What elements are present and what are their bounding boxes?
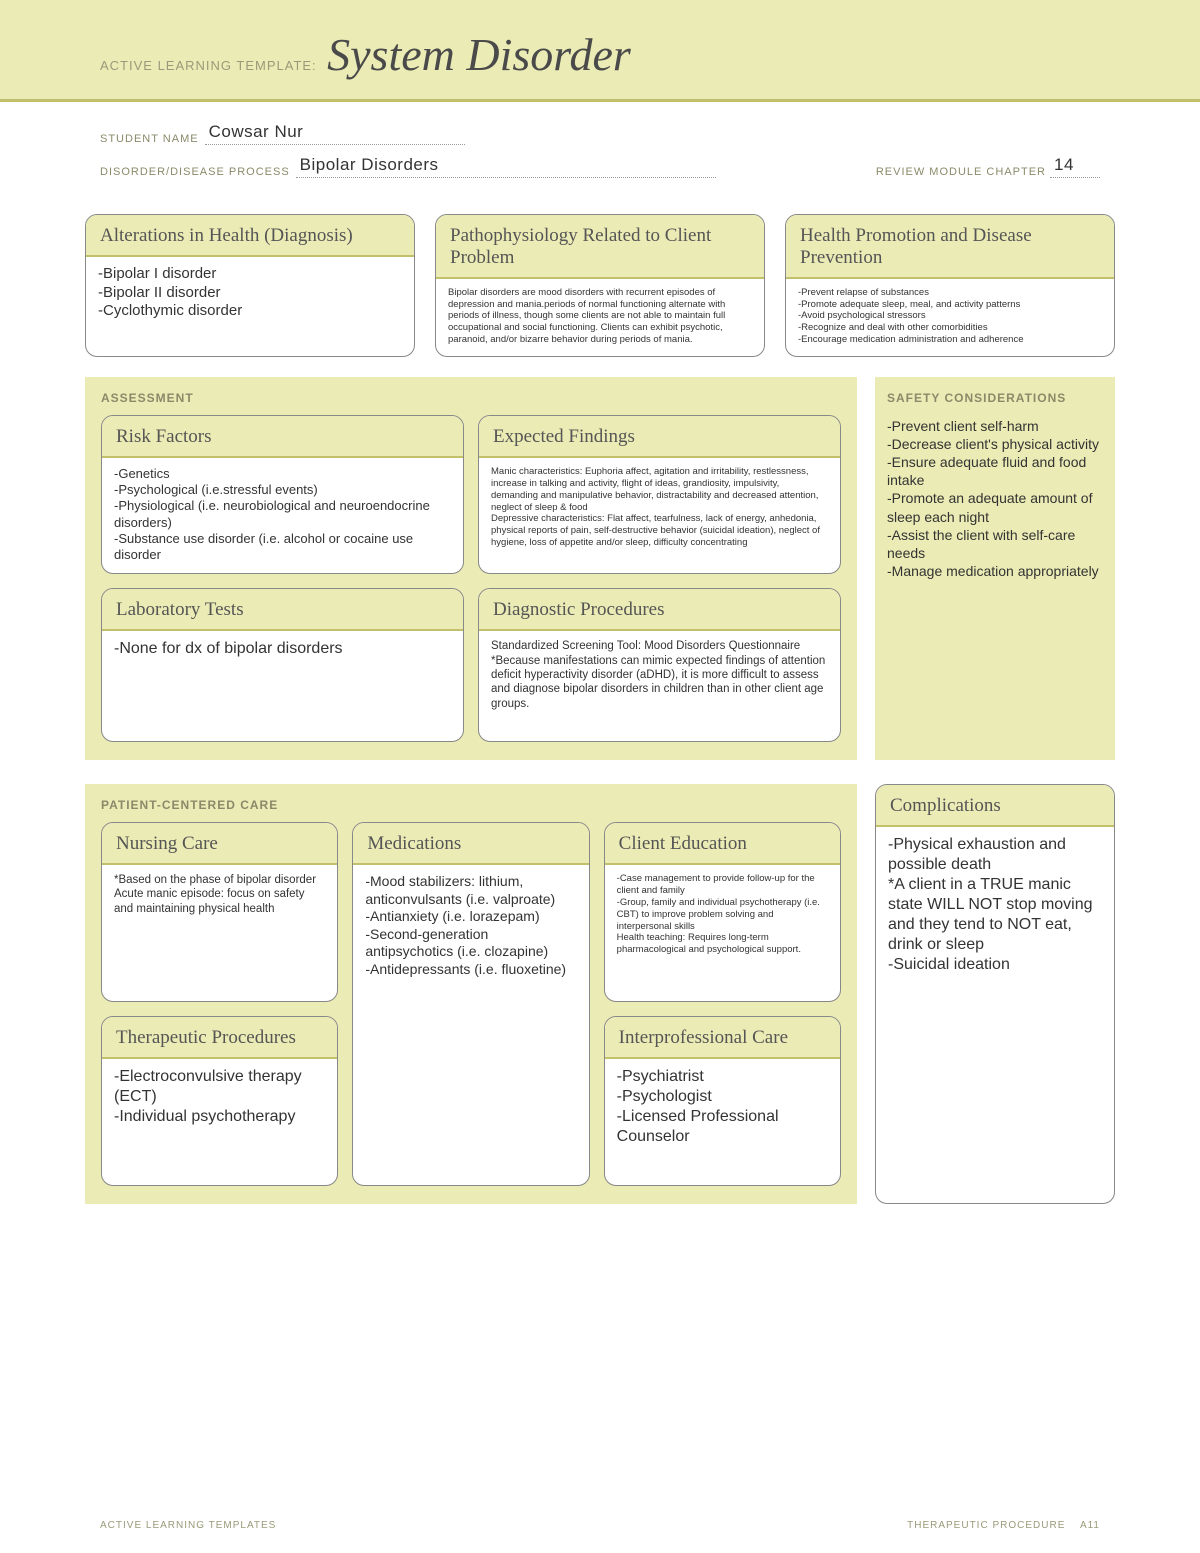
student-label: STUDENT NAME [100,133,199,145]
care-col-3: Client Education -Case management to pro… [604,822,841,1186]
client-education-body: -Case management to provide follow-up fo… [605,865,840,1001]
laboratory-tests-box: Laboratory Tests -None for dx of bipolar… [101,588,464,742]
safety-section: SAFETY CONSIDERATIONS -Prevent client se… [875,377,1115,760]
footer-left: ACTIVE LEARNING TEMPLATES [100,1520,276,1531]
care-col-2: Medications -Mood stabilizers: lithium, … [352,822,589,1186]
diagnostic-procedures-box: Diagnostic Procedures Standardized Scree… [478,588,841,742]
client-education-box: Client Education -Case management to pro… [604,822,841,1002]
assessment-grid: Risk Factors -Genetics -Psychological (i… [101,415,841,742]
footer-right-label: THERAPEUTIC PROCEDURE [907,1520,1065,1531]
health-promotion-title: Health Promotion and Disease Prevention [786,215,1114,279]
assessment-title: ASSESSMENT [101,391,841,405]
therapeutic-procedures-body: -Electroconvulsive therapy (ECT) -Indivi… [102,1059,337,1185]
interprofessional-care-title: Interprofessional Care [605,1017,840,1059]
medications-box: Medications -Mood stabilizers: lithium, … [352,822,589,1186]
patient-care-section: PATIENT-CENTERED CARE Nursing Care *Base… [85,784,857,1204]
care-grid: Nursing Care *Based on the phase of bipo… [101,822,841,1186]
nursing-care-body: *Based on the phase of bipolar disorder … [102,865,337,1001]
health-promotion-body: -Prevent relapse of substances -Promote … [786,279,1114,356]
top-row: Alterations in Health (Diagnosis) -Bipol… [85,214,1115,357]
chapter-label: REVIEW MODULE CHAPTER [876,166,1046,178]
disorder-row: DISORDER/DISEASE PROCESS Bipolar Disorde… [100,155,1100,178]
page: ACTIVE LEARNING TEMPLATE: System Disorde… [0,0,1200,1204]
complications-box: Complications -Physical exhaustion and p… [875,784,1115,1204]
alterations-body: -Bipolar I disorder -Bipolar II disorder… [86,257,414,356]
interprofessional-care-body: -Psychiatrist -Psychologist -Licensed Pr… [605,1059,840,1185]
student-row: STUDENT NAME Cowsar Nur [100,122,1100,145]
laboratory-tests-title: Laboratory Tests [102,589,463,631]
health-promotion-box: Health Promotion and Disease Prevention … [785,214,1115,357]
header-title: System Disorder [327,28,631,81]
laboratory-tests-body: -None for dx of bipolar disorders [102,631,463,741]
medications-title: Medications [353,823,588,865]
client-education-title: Client Education [605,823,840,865]
patient-care-title: PATIENT-CENTERED CARE [101,798,841,812]
care-col-1: Nursing Care *Based on the phase of bipo… [101,822,338,1186]
diagnostic-procedures-title: Diagnostic Procedures [479,589,840,631]
pathophysiology-body: Bipolar disorders are mood disorders wit… [436,279,764,356]
disorder-field[interactable]: Bipolar Disorders [296,155,716,178]
footer-right: THERAPEUTIC PROCEDURE A11 [907,1520,1100,1531]
risk-factors-title: Risk Factors [102,416,463,458]
complications-column: Complications -Physical exhaustion and p… [875,784,1115,1204]
header-label: ACTIVE LEARNING TEMPLATE: [100,58,317,73]
assessment-section: ASSESSMENT Risk Factors -Genetics -Psych… [85,377,857,760]
footer: ACTIVE LEARNING TEMPLATES THERAPEUTIC PR… [100,1520,1100,1531]
medications-body: -Mood stabilizers: lithium, anticonvulsa… [353,865,588,1185]
expected-findings-body: Manic characteristics: Euphoria affect, … [479,458,840,574]
disorder-label: DISORDER/DISEASE PROCESS [100,166,290,178]
chapter-field[interactable]: 14 [1050,155,1100,178]
care-wrap: PATIENT-CENTERED CARE Nursing Care *Base… [85,784,1115,1204]
meta-block: STUDENT NAME Cowsar Nur DISORDER/DISEASE… [0,102,1200,196]
header-band: ACTIVE LEARNING TEMPLATE: System Disorde… [0,0,1200,102]
content: Alterations in Health (Diagnosis) -Bipol… [0,196,1200,1204]
expected-findings-box: Expected Findings Manic characteristics:… [478,415,841,574]
assessment-wrap: ASSESSMENT Risk Factors -Genetics -Psych… [85,377,1115,760]
risk-factors-box: Risk Factors -Genetics -Psychological (i… [101,415,464,574]
pathophysiology-box: Pathophysiology Related to Client Proble… [435,214,765,357]
pathophysiology-title: Pathophysiology Related to Client Proble… [436,215,764,279]
interprofessional-care-box: Interprofessional Care -Psychiatrist -Ps… [604,1016,841,1186]
safety-body: -Prevent client self-harm -Decrease clie… [887,417,1103,581]
chapter-group: REVIEW MODULE CHAPTER 14 [876,155,1100,178]
complications-title: Complications [876,785,1114,827]
student-name-field[interactable]: Cowsar Nur [205,122,465,145]
diagnostic-procedures-body: Standardized Screening Tool: Mood Disord… [479,631,840,741]
therapeutic-procedures-title: Therapeutic Procedures [102,1017,337,1059]
risk-factors-body: -Genetics -Psychological (i.e.stressful … [102,458,463,574]
nursing-care-title: Nursing Care [102,823,337,865]
safety-title: SAFETY CONSIDERATIONS [887,391,1103,407]
therapeutic-procedures-box: Therapeutic Procedures -Electroconvulsiv… [101,1016,338,1186]
footer-page: A11 [1080,1520,1100,1531]
nursing-care-box: Nursing Care *Based on the phase of bipo… [101,822,338,1002]
alterations-box: Alterations in Health (Diagnosis) -Bipol… [85,214,415,357]
complications-body: -Physical exhaustion and possible death … [876,827,1114,1203]
alterations-title: Alterations in Health (Diagnosis) [86,215,414,257]
expected-findings-title: Expected Findings [479,416,840,458]
